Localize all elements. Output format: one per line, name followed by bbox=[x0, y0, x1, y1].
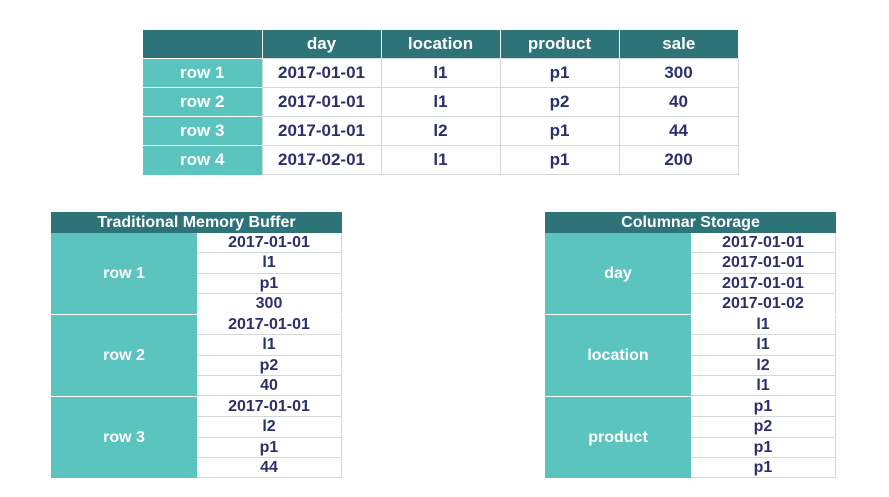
cell-location: l1 bbox=[380, 87, 501, 117]
header-corner bbox=[143, 30, 263, 59]
group-value: p1 bbox=[197, 273, 342, 294]
group-value: p2 bbox=[197, 355, 342, 376]
group-value: 2017-01-01 bbox=[197, 315, 342, 336]
group-value: 44 bbox=[197, 457, 342, 478]
panel-body: row 1 2017-01-01 l1 p1 300 row 2 2017-01… bbox=[51, 233, 342, 478]
buffer-group: row 3 2017-01-01 l2 p1 44 bbox=[51, 397, 342, 478]
panel-title: Columnar Storage bbox=[545, 212, 836, 233]
cell-sale: 300 bbox=[618, 58, 739, 88]
cell-day: 2017-02-01 bbox=[261, 145, 382, 175]
group-label: row 1 bbox=[51, 233, 197, 314]
column-group: location l1 l1 l2 l1 bbox=[545, 315, 836, 397]
panel-title: Traditional Memory Buffer bbox=[51, 212, 342, 233]
table-header-row: day location product sale bbox=[143, 30, 738, 59]
group-value: p2 bbox=[691, 417, 836, 438]
cell-day: 2017-01-01 bbox=[261, 58, 382, 88]
cell-location: l1 bbox=[380, 58, 501, 88]
group-label: location bbox=[545, 315, 691, 396]
group-label: product bbox=[545, 397, 691, 478]
row-label: row 2 bbox=[143, 87, 262, 117]
group-value: 2017-01-01 bbox=[197, 233, 342, 254]
buffer-group: row 1 2017-01-01 l1 p1 300 bbox=[51, 233, 342, 315]
group-label: day bbox=[545, 233, 691, 314]
header-sale: sale bbox=[619, 30, 738, 59]
group-value: p1 bbox=[691, 397, 836, 418]
group-label: row 3 bbox=[51, 397, 197, 478]
group-value: l1 bbox=[691, 335, 836, 356]
panel-body: day 2017-01-01 2017-01-01 2017-01-01 201… bbox=[545, 233, 836, 478]
group-label: row 2 bbox=[51, 315, 197, 396]
columnar-storage-panel: Columnar Storage day 2017-01-01 2017-01-… bbox=[545, 212, 836, 478]
group-values: 2017-01-01 l1 p1 300 bbox=[197, 233, 342, 314]
group-value: l1 bbox=[197, 335, 342, 356]
cell-product: p1 bbox=[499, 145, 620, 175]
group-value: l2 bbox=[197, 417, 342, 438]
traditional-memory-buffer-panel: Traditional Memory Buffer row 1 2017-01-… bbox=[51, 212, 342, 478]
cell-location: l2 bbox=[380, 116, 501, 146]
table-row: row 2 2017-01-01 l1 p2 40 bbox=[143, 87, 739, 117]
cell-day: 2017-01-01 bbox=[261, 87, 382, 117]
row-label: row 3 bbox=[143, 116, 262, 146]
group-value: 2017-01-01 bbox=[691, 233, 836, 254]
group-values: 2017-01-01 l2 p1 44 bbox=[197, 397, 342, 478]
cell-product: p1 bbox=[499, 116, 620, 146]
group-value: 2017-01-01 bbox=[691, 253, 836, 274]
source-table: day location product sale row 1 2017-01-… bbox=[143, 30, 739, 175]
group-value: 2017-01-01 bbox=[691, 273, 836, 294]
group-values: l1 l1 l2 l1 bbox=[691, 315, 836, 396]
row-label: row 4 bbox=[143, 145, 262, 175]
buffer-group: row 2 2017-01-01 l1 p2 40 bbox=[51, 315, 342, 397]
group-value: 2017-01-02 bbox=[691, 293, 836, 314]
header-product: product bbox=[500, 30, 620, 59]
table-row: row 1 2017-01-01 l1 p1 300 bbox=[143, 58, 739, 88]
group-value: 40 bbox=[197, 375, 342, 396]
cell-location: l1 bbox=[380, 145, 501, 175]
group-values: p1 p2 p1 p1 bbox=[691, 397, 836, 478]
cell-sale: 44 bbox=[618, 116, 739, 146]
group-value: l2 bbox=[691, 355, 836, 376]
cell-sale: 200 bbox=[618, 145, 739, 175]
group-values: 2017-01-01 2017-01-01 2017-01-01 2017-01… bbox=[691, 233, 836, 314]
cell-product: p1 bbox=[499, 58, 620, 88]
cell-day: 2017-01-01 bbox=[261, 116, 382, 146]
cell-sale: 40 bbox=[618, 87, 739, 117]
column-group: product p1 p2 p1 p1 bbox=[545, 397, 836, 478]
table-row: row 3 2017-01-01 l2 p1 44 bbox=[143, 116, 739, 146]
group-value: 2017-01-01 bbox=[197, 397, 342, 418]
table-row: row 4 2017-02-01 l1 p1 200 bbox=[143, 145, 739, 175]
group-value: 300 bbox=[197, 293, 342, 314]
cell-product: p2 bbox=[499, 87, 620, 117]
group-value: p1 bbox=[691, 457, 836, 478]
column-group: day 2017-01-01 2017-01-01 2017-01-01 201… bbox=[545, 233, 836, 315]
header-location: location bbox=[381, 30, 501, 59]
group-values: 2017-01-01 l1 p2 40 bbox=[197, 315, 342, 396]
group-value: l1 bbox=[197, 253, 342, 274]
row-label: row 1 bbox=[143, 58, 262, 88]
group-value: p1 bbox=[197, 437, 342, 458]
group-value: l1 bbox=[691, 315, 836, 336]
group-value: l1 bbox=[691, 375, 836, 396]
group-value: p1 bbox=[691, 437, 836, 458]
header-day: day bbox=[262, 30, 382, 59]
